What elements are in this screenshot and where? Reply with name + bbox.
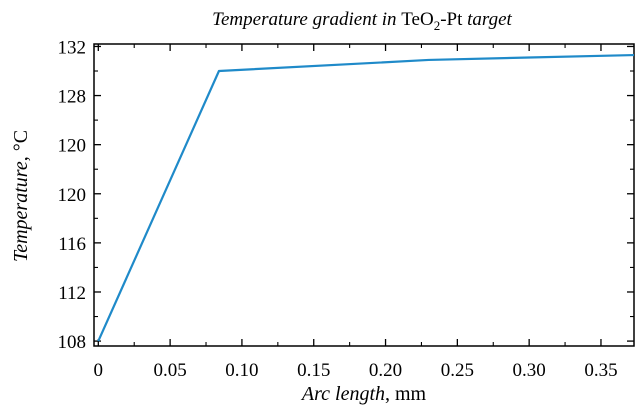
x-axis-ticks [97,44,602,346]
x-tick-label: 0.15 [297,360,330,381]
x-tick-label: 0.05 [153,360,186,381]
y-axis-label-italic: Temperature [10,161,32,262]
y-tick-label: 132 [58,37,87,58]
y-tick-label: 120 [58,185,87,206]
temperature-series-line [97,53,635,342]
x-tick-label: 0.20 [369,360,402,381]
y-tick-label: 112 [58,283,86,304]
x-tick-label: 0.30 [513,360,546,381]
y-axis-label-unit: , °C [10,130,32,161]
y-axis-ticks [94,45,634,342]
x-tick-label: 0.25 [441,360,474,381]
x-axis-tick-labels: 0 0.05 0.10 0.15 0.20 0.25 0.30 0.35 [94,360,618,381]
y-axis-tick-labels: 108 112 116 120 120 128 132 [58,37,87,353]
title-part3: -Pt [440,9,463,30]
y-tick-label: 108 [58,332,87,353]
y-tick-label: 120 [58,136,87,157]
plot-frame [93,43,635,347]
title-part2: TeO [401,9,433,30]
x-axis-label: Arc length, mm [300,383,427,405]
y-axis-label: Temperature, °C [10,130,32,262]
title-part4: target [462,9,512,30]
title-part1: Temperature gradient in [212,9,401,30]
y-tick-label: 116 [58,234,86,255]
chart-title: Temperature gradient in TeO2-Pt target [212,9,512,33]
title-subscript: 2 [434,18,441,33]
x-axis-label-unit: , mm [385,383,427,405]
x-tick-label: 0.35 [584,360,617,381]
x-axis-label-italic: Arc length [300,383,385,405]
x-tick-label: 0 [94,360,104,381]
series-layer [97,53,635,342]
x-tick-label: 0.10 [225,360,258,381]
y-tick-label: 128 [58,87,87,108]
